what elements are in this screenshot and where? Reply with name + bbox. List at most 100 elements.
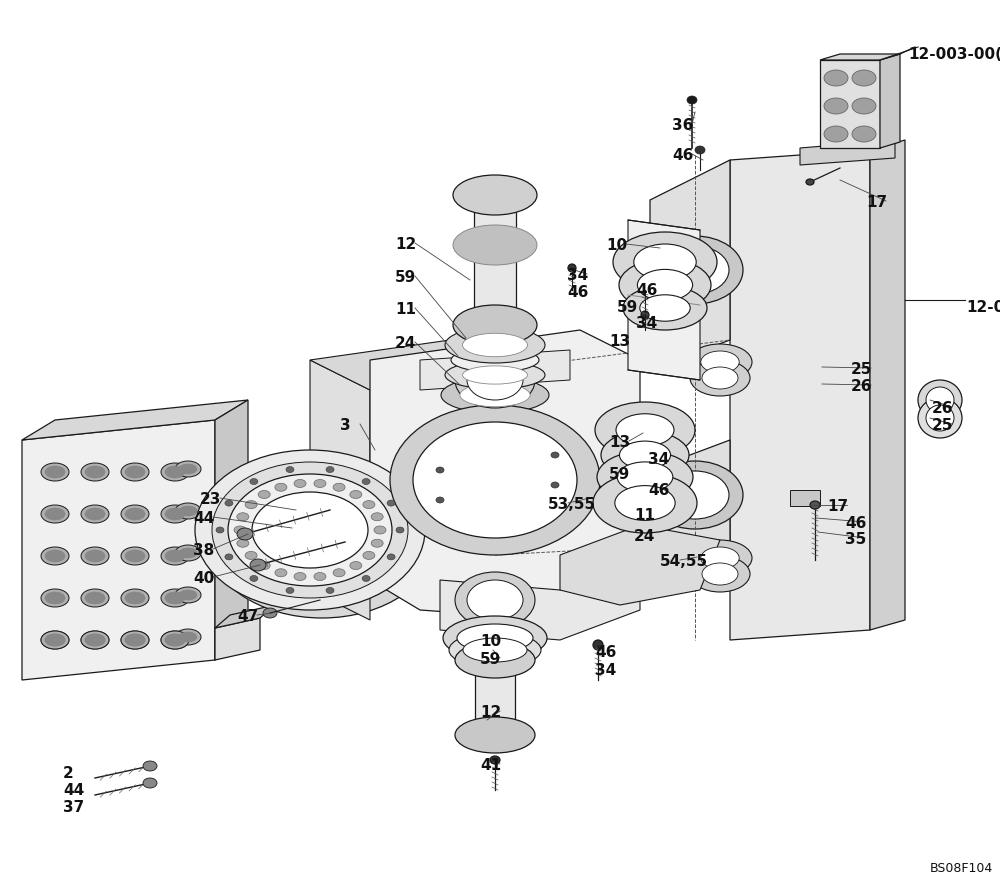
Text: 10: 10 [480,634,501,649]
Text: 46: 46 [648,483,669,498]
Ellipse shape [81,547,109,565]
Ellipse shape [237,513,249,521]
Ellipse shape [453,225,537,265]
Ellipse shape [617,462,673,492]
Ellipse shape [371,513,383,521]
Text: 59: 59 [480,652,501,667]
Text: 26: 26 [932,401,954,416]
Ellipse shape [121,631,149,649]
Ellipse shape [250,575,258,582]
Ellipse shape [179,590,197,600]
Ellipse shape [165,592,185,604]
Ellipse shape [852,98,876,114]
Text: 10: 10 [606,238,627,253]
Polygon shape [800,140,895,165]
Ellipse shape [45,466,65,478]
Ellipse shape [175,503,201,519]
Ellipse shape [455,352,535,408]
Ellipse shape [551,452,559,458]
Text: 34: 34 [648,452,669,467]
Ellipse shape [45,592,65,604]
Ellipse shape [41,547,69,565]
Ellipse shape [824,98,848,114]
Polygon shape [650,440,730,590]
Ellipse shape [81,589,109,607]
Ellipse shape [143,761,157,771]
Ellipse shape [824,126,848,142]
Text: 34: 34 [636,316,657,331]
Text: 17: 17 [827,499,848,514]
Ellipse shape [240,483,404,593]
Ellipse shape [460,383,530,407]
Ellipse shape [387,554,395,560]
Polygon shape [870,140,905,630]
Text: 46: 46 [845,516,866,531]
Text: 46: 46 [672,148,693,163]
Ellipse shape [467,580,523,620]
Ellipse shape [85,550,105,562]
Ellipse shape [810,501,820,509]
Ellipse shape [597,451,693,503]
Ellipse shape [161,631,189,649]
Text: 40: 40 [193,571,214,586]
Ellipse shape [350,490,362,498]
Text: 3: 3 [340,418,351,433]
Ellipse shape [690,556,750,592]
Ellipse shape [926,405,954,431]
Ellipse shape [294,573,306,581]
Ellipse shape [125,634,145,646]
Ellipse shape [806,179,814,185]
Ellipse shape [457,624,533,652]
Polygon shape [475,660,515,735]
Ellipse shape [453,305,537,345]
Ellipse shape [371,539,383,547]
Ellipse shape [593,640,603,650]
Ellipse shape [702,367,738,389]
Ellipse shape [165,508,185,520]
Ellipse shape [143,778,157,788]
Ellipse shape [286,467,294,472]
Ellipse shape [326,588,334,593]
Polygon shape [215,618,260,660]
Ellipse shape [396,527,404,533]
Ellipse shape [179,506,197,516]
Ellipse shape [258,562,270,570]
Ellipse shape [125,508,145,520]
Ellipse shape [443,616,547,660]
Polygon shape [310,360,370,620]
Ellipse shape [250,478,258,485]
Ellipse shape [436,467,444,473]
Ellipse shape [81,631,109,649]
Text: 53,55: 53,55 [548,497,596,512]
Ellipse shape [175,587,201,603]
Polygon shape [420,350,570,390]
Text: 38: 38 [193,543,214,558]
Ellipse shape [462,333,528,357]
Ellipse shape [455,572,535,628]
Ellipse shape [314,573,326,581]
Polygon shape [215,400,248,660]
Ellipse shape [387,500,395,506]
Text: 13: 13 [609,435,630,450]
Ellipse shape [45,508,65,520]
Ellipse shape [374,526,386,534]
Text: 37: 37 [63,800,84,815]
Ellipse shape [85,592,105,604]
Ellipse shape [41,631,69,649]
Ellipse shape [852,70,876,86]
Ellipse shape [455,717,535,753]
Ellipse shape [688,540,752,576]
Ellipse shape [85,634,105,646]
Polygon shape [880,54,900,148]
Ellipse shape [225,500,233,506]
Ellipse shape [237,528,253,540]
Ellipse shape [593,473,697,533]
Ellipse shape [275,569,287,577]
Text: 2: 2 [63,766,74,781]
Ellipse shape [85,466,105,478]
Ellipse shape [463,638,527,662]
Ellipse shape [687,96,697,104]
Ellipse shape [695,146,705,154]
Ellipse shape [245,501,257,509]
Ellipse shape [121,589,149,607]
